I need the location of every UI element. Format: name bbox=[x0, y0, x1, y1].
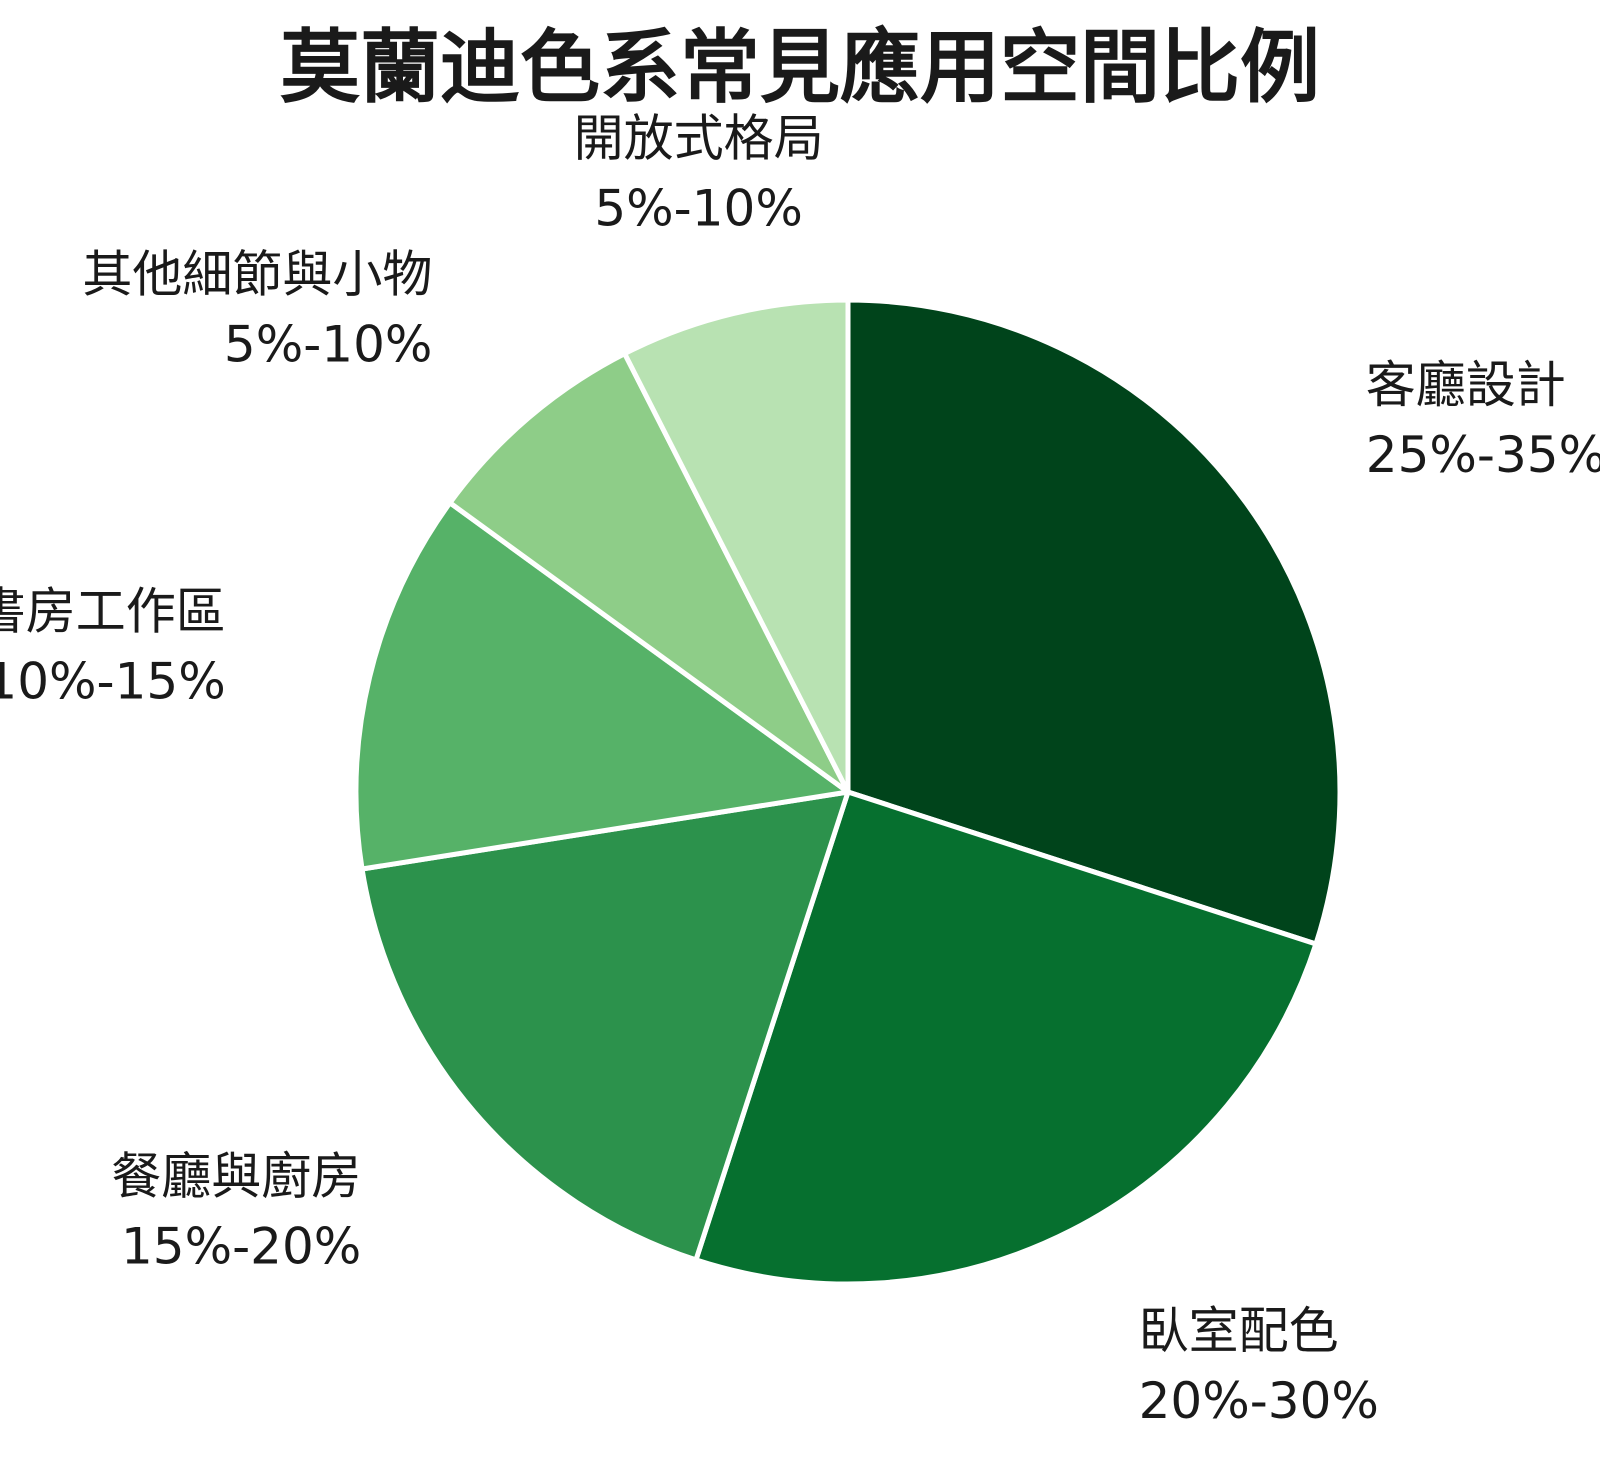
slice-label-range-4: 10%-15% bbox=[0, 653, 226, 711]
slice-label-range-3: 15%-20% bbox=[121, 1218, 361, 1276]
pie-slice-2 bbox=[693, 789, 1319, 1287]
slice-label-name-6: 開放式格局 bbox=[574, 110, 824, 168]
chart-title: 莫蘭迪色系常見應用空間比例 bbox=[280, 21, 1320, 114]
slices-layer bbox=[353, 297, 1343, 1287]
pie-slice-1 bbox=[845, 297, 1343, 947]
slice-label-range-2: 20%-30% bbox=[1139, 1372, 1379, 1430]
labels-layer: 客廳設計 25%-35% 臥室配色 20%-30% 餐廳與廚房 15%-20% 書房工作區 1… bbox=[0, 110, 1600, 1430]
slice-label-range-1: 25%-35% bbox=[1366, 426, 1600, 484]
slice-label-name-3: 餐廳與廚房 bbox=[111, 1148, 361, 1206]
pie-slice-6 bbox=[622, 297, 851, 795]
slice-label-name-2: 臥室配色 bbox=[1139, 1302, 1339, 1360]
slice-label-range-6: 5%-10% bbox=[594, 180, 803, 238]
slice-label-name-1: 客廳設計 bbox=[1366, 356, 1566, 414]
pie-slice-3 bbox=[359, 789, 851, 1263]
pie-slice-5 bbox=[447, 351, 851, 795]
slice-label-name-4: 書房工作區 bbox=[0, 583, 226, 641]
slice-label-name-5: 其他細節與小物 bbox=[82, 245, 432, 303]
slice-label-range-5: 5%-10% bbox=[224, 315, 433, 373]
pie-slice-4 bbox=[353, 500, 851, 872]
